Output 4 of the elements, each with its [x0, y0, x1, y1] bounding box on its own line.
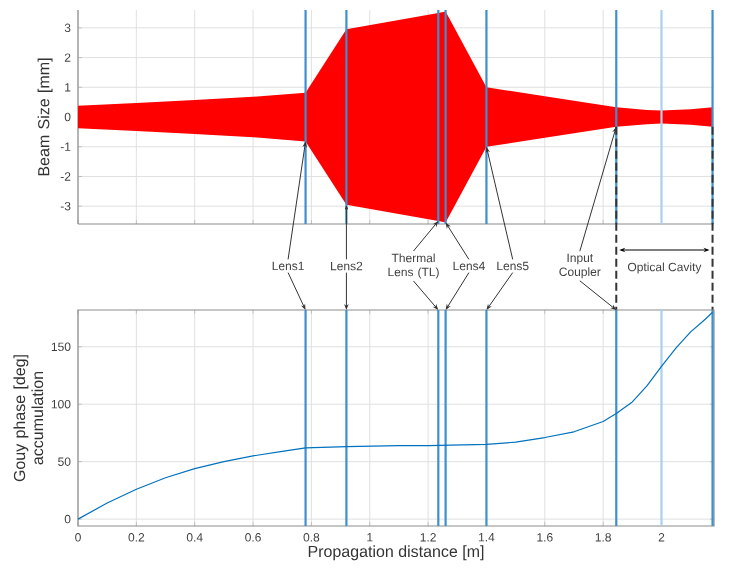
line-series [77, 311, 714, 520]
y-axis-title: Beam Size [mm] [37, 58, 53, 176]
x-axis-title: Propagation distance [m] [308, 545, 484, 561]
y-axis-title: Gouy phase [deg] accumulation [13, 355, 44, 482]
